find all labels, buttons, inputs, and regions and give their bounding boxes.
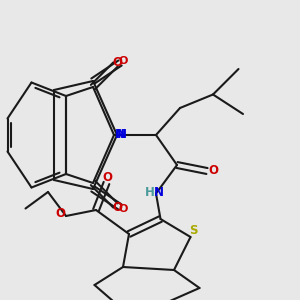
Text: O: O	[119, 203, 128, 214]
Text: S: S	[189, 224, 198, 238]
Text: O: O	[56, 207, 66, 220]
Text: O: O	[102, 171, 112, 184]
Text: N: N	[116, 128, 127, 142]
Text: O: O	[208, 164, 218, 178]
Text: O: O	[112, 201, 122, 214]
Text: O: O	[119, 56, 128, 67]
Text: N: N	[154, 185, 164, 199]
Text: N: N	[114, 128, 124, 142]
Text: H: H	[145, 185, 154, 199]
Text: O: O	[112, 56, 122, 69]
